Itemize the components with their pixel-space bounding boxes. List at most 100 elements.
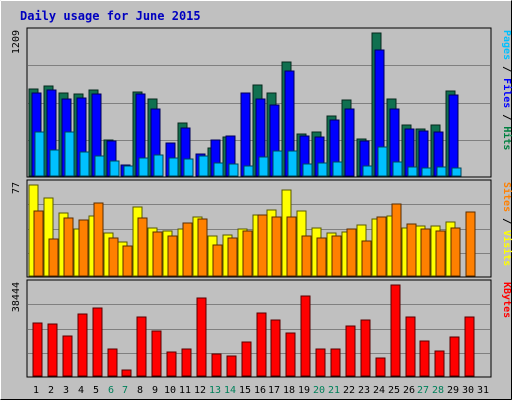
x-tick-day-22: 22 <box>343 385 355 396</box>
legend-segment-1: / <box>501 212 512 230</box>
bar-kbytes-day-17 <box>270 319 281 377</box>
bar-kbytes-day-1 <box>32 322 43 377</box>
x-tick-day-14: 14 <box>224 385 236 396</box>
x-tick-day-18: 18 <box>283 385 295 396</box>
bar-files-day-15 <box>240 92 251 177</box>
x-tick-day-12: 12 <box>194 385 206 396</box>
bar-sites-day-22 <box>346 228 357 277</box>
bar-sites-day-20 <box>316 237 327 277</box>
bar-kbytes-day-27 <box>419 340 430 377</box>
bar-sites-day-24 <box>376 216 387 277</box>
legend-segment-1: / <box>501 60 512 78</box>
bar-kbytes-day-24 <box>375 357 386 377</box>
legend-label: KBytes <box>501 282 512 318</box>
x-tick-day-4: 4 <box>78 385 84 396</box>
y-max-label: 1209 <box>11 30 22 54</box>
bar-pages-day-29 <box>451 167 462 177</box>
bar-sites-day-30 <box>465 211 476 277</box>
x-tick-day-19: 19 <box>298 385 310 396</box>
legend-segment-0: Pages <box>501 30 512 60</box>
legend-segment-0: Sites <box>501 182 512 212</box>
bar-sites-day-4 <box>78 219 89 277</box>
bar-pages-day-9 <box>153 154 164 177</box>
x-tick-day-3: 3 <box>63 385 69 396</box>
bar-sites-day-9 <box>152 231 163 277</box>
x-tick-day-28: 28 <box>432 385 444 396</box>
legend-label: Pages / Files / Hits <box>501 30 512 150</box>
x-tick-day-6: 6 <box>108 385 114 396</box>
bar-kbytes-day-5 <box>92 307 103 377</box>
bar-kbytes-day-4 <box>77 313 88 377</box>
bar-pages-day-21 <box>332 161 343 177</box>
bar-kbytes-day-3 <box>62 335 73 377</box>
x-tick-day-24: 24 <box>373 385 385 396</box>
bar-kbytes-day-2 <box>47 323 58 377</box>
bar-files-day-29 <box>448 94 459 177</box>
x-tick-day-31: 31 <box>477 385 489 396</box>
bar-pages-day-15 <box>243 165 254 177</box>
bar-files-day-22 <box>344 108 355 177</box>
bar-kbytes-day-20 <box>315 348 326 377</box>
bar-sites-day-12 <box>197 218 208 277</box>
bar-pages-day-13 <box>213 162 224 177</box>
x-tick-day-11: 11 <box>179 385 191 396</box>
x-tick-day-30: 30 <box>462 385 474 396</box>
bar-kbytes-day-15 <box>241 341 252 377</box>
bar-sites-day-26 <box>406 223 417 277</box>
legend-label: Sites / Visits <box>501 182 512 266</box>
x-tick-day-9: 9 <box>152 385 158 396</box>
series-pages <box>34 131 462 177</box>
panel-visits-sites: 77 Sites / Visits <box>11 179 512 278</box>
bar-sites-day-14 <box>227 237 238 277</box>
bar-kbytes-day-14 <box>226 355 237 377</box>
bar-pages-day-1 <box>34 131 45 177</box>
bar-pages-day-24 <box>377 146 388 177</box>
bar-kbytes-day-19 <box>300 295 311 377</box>
legend-segment-0: KBytes <box>501 282 512 318</box>
bar-pages-day-19 <box>302 163 313 177</box>
bar-sites-day-1 <box>33 210 44 277</box>
x-tick-day-8: 8 <box>137 385 143 396</box>
x-tick-day-16: 16 <box>254 385 266 396</box>
y-max-label: 38444 <box>11 282 22 312</box>
bar-sites-day-15 <box>242 230 253 277</box>
bar-pages-day-17 <box>272 150 283 177</box>
x-tick-day-13: 13 <box>209 385 221 396</box>
bar-sites-day-16 <box>257 214 268 277</box>
bar-pages-day-20 <box>317 162 328 177</box>
bar-sites-day-19 <box>301 235 312 277</box>
bar-kbytes-day-30 <box>464 316 475 377</box>
bar-sites-day-8 <box>137 217 148 277</box>
bar-kbytes-day-9 <box>151 330 162 377</box>
bar-sites-day-2 <box>48 238 59 277</box>
series-sites <box>33 202 476 277</box>
bar-pages-day-6 <box>109 160 120 177</box>
bar-kbytes-day-21 <box>330 348 341 377</box>
bar-kbytes-day-6 <box>107 348 118 377</box>
bar-sites-day-27 <box>420 228 431 277</box>
x-tick-day-27: 27 <box>417 385 429 396</box>
bar-sites-day-7 <box>122 245 133 277</box>
bar-kbytes-day-22 <box>345 325 356 377</box>
panel-hits-files-pages: 1209 Pages / Files / Hits <box>11 27 512 178</box>
x-tick-day-25: 25 <box>388 385 400 396</box>
bar-sites-day-23 <box>361 240 372 277</box>
bar-sites-day-25 <box>391 203 402 277</box>
bar-pages-day-14 <box>228 163 239 177</box>
x-tick-day-17: 17 <box>268 385 280 396</box>
bar-pages-day-11 <box>183 158 194 177</box>
x-tick-day-21: 21 <box>328 385 340 396</box>
series-kbytes <box>32 284 475 377</box>
bar-pages-day-5 <box>94 155 105 177</box>
bar-sites-day-11 <box>182 222 193 277</box>
bar-pages-day-18 <box>287 150 298 177</box>
bar-pages-day-3 <box>64 131 75 177</box>
bar-pages-day-26 <box>407 166 418 177</box>
bar-pages-day-2 <box>49 149 60 177</box>
bar-pages-day-8 <box>138 157 149 177</box>
bar-kbytes-day-26 <box>405 316 416 377</box>
bar-pages-day-10 <box>168 157 179 177</box>
bar-kbytes-day-11 <box>181 348 192 377</box>
bar-sites-day-3 <box>63 217 74 277</box>
